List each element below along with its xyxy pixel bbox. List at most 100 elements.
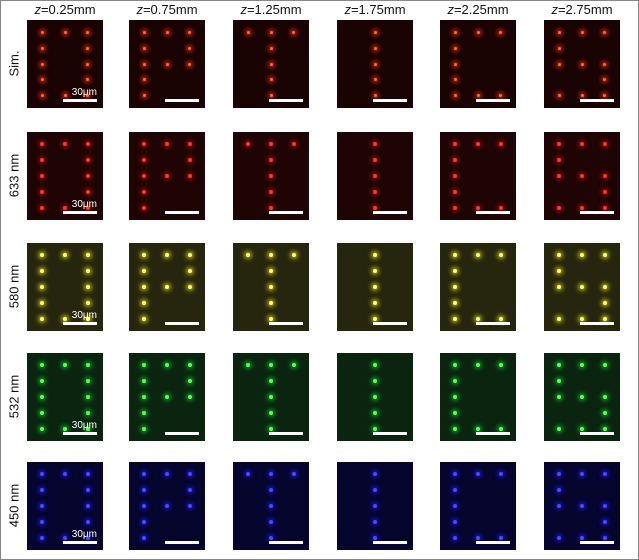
spot	[86, 78, 90, 82]
spot	[602, 205, 607, 210]
image-panel: 30μm	[27, 243, 103, 331]
spot	[476, 316, 480, 321]
spot	[142, 535, 147, 540]
spot	[453, 426, 458, 431]
scale-bar	[165, 99, 199, 102]
spot	[142, 426, 147, 431]
spot	[373, 174, 377, 178]
spot	[269, 142, 273, 147]
spot	[40, 410, 45, 415]
spot	[165, 253, 169, 258]
spot	[165, 472, 169, 477]
image-panel	[544, 20, 620, 108]
spot	[187, 253, 192, 258]
scale-bar	[63, 541, 97, 544]
spot	[86, 94, 90, 98]
image-panel	[337, 243, 413, 331]
spot	[557, 426, 562, 431]
spot	[453, 142, 458, 147]
spot	[373, 316, 377, 321]
spot	[187, 142, 192, 147]
spot	[580, 94, 584, 98]
spot	[40, 158, 45, 163]
spot	[63, 472, 67, 477]
spot	[269, 300, 273, 305]
spot	[602, 316, 607, 321]
image-panel	[337, 132, 413, 220]
spot	[85, 174, 90, 178]
spot	[269, 269, 273, 274]
spot	[453, 46, 457, 50]
spot	[498, 363, 503, 368]
spot	[86, 30, 90, 34]
spot	[602, 253, 607, 258]
spot	[269, 46, 273, 50]
spot	[142, 174, 147, 178]
column-header: z=2.25mm	[426, 2, 530, 17]
spot	[142, 253, 147, 258]
spot	[40, 363, 45, 368]
spot	[40, 472, 45, 477]
value: =2.75mm	[557, 2, 613, 17]
scale-bar	[373, 99, 407, 102]
spot	[580, 205, 584, 210]
spot	[269, 158, 273, 163]
spot	[603, 78, 607, 82]
value: =0.75mm	[142, 2, 198, 17]
spot	[269, 253, 273, 258]
spot	[476, 30, 480, 34]
scale-bar	[63, 432, 97, 435]
spot	[187, 395, 192, 399]
spot	[453, 94, 457, 98]
spot	[602, 504, 607, 508]
spot	[291, 142, 296, 147]
spot	[602, 363, 607, 368]
spot	[142, 488, 147, 493]
spot	[40, 316, 45, 321]
spot	[476, 426, 480, 431]
spot	[476, 535, 480, 540]
spot	[142, 142, 147, 147]
spot	[580, 535, 584, 540]
spot	[602, 535, 607, 540]
image-panel: 30μm	[27, 132, 103, 220]
spot	[85, 158, 90, 163]
spot	[40, 488, 45, 493]
spot	[40, 205, 45, 210]
scale-bar	[269, 432, 303, 435]
scale-bar	[269, 211, 303, 214]
image-panel	[544, 132, 620, 220]
spot	[142, 300, 147, 305]
row-label: 580 nm	[6, 264, 22, 309]
image-panel	[233, 132, 309, 220]
spot	[63, 253, 67, 258]
spot	[85, 410, 90, 415]
image-panel	[233, 353, 309, 441]
spot	[40, 269, 45, 274]
spot	[557, 472, 562, 477]
spot	[453, 174, 458, 178]
spot	[453, 78, 457, 82]
spot	[142, 269, 147, 274]
scale-bar	[580, 541, 614, 544]
spot	[602, 189, 607, 194]
spot	[498, 142, 503, 147]
spot	[557, 253, 562, 258]
spot	[246, 253, 251, 258]
spot	[188, 30, 192, 34]
spot	[188, 46, 192, 50]
image-panel: 30μm	[27, 353, 103, 441]
spot	[453, 504, 458, 508]
spot	[165, 142, 169, 147]
spot	[373, 285, 377, 289]
spot	[40, 285, 45, 289]
scale-bar-label: 30μm	[71, 529, 97, 540]
spot	[453, 253, 458, 258]
spot	[187, 472, 192, 477]
spot	[188, 62, 192, 66]
spot	[580, 142, 584, 147]
spot	[476, 94, 480, 98]
spot	[498, 535, 503, 540]
spot	[373, 30, 377, 34]
